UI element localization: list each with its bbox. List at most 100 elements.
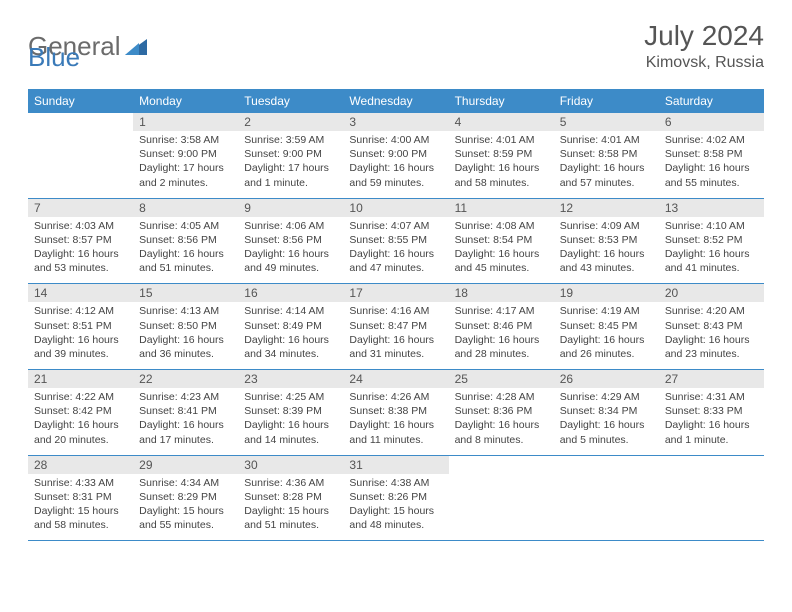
day-sun-info: Sunrise: 4:13 AMSunset: 8:50 PMDaylight:…: [133, 302, 238, 369]
day-number: 22: [133, 370, 238, 388]
calendar-day-cell: 9Sunrise: 4:06 AMSunset: 8:56 PMDaylight…: [238, 198, 343, 284]
calendar-week-row: 1Sunrise: 3:58 AMSunset: 9:00 PMDaylight…: [28, 113, 764, 198]
logo-text-2: Blue: [28, 42, 80, 72]
day-sun-info: Sunrise: 4:08 AMSunset: 8:54 PMDaylight:…: [449, 217, 554, 284]
day-number: 19: [554, 284, 659, 302]
day-sun-info: Sunrise: 4:16 AMSunset: 8:47 PMDaylight:…: [343, 302, 448, 369]
calendar-day-cell: 3Sunrise: 4:00 AMSunset: 9:00 PMDaylight…: [343, 113, 448, 198]
calendar-week-row: 21Sunrise: 4:22 AMSunset: 8:42 PMDayligh…: [28, 370, 764, 456]
day-sun-info: Sunrise: 4:31 AMSunset: 8:33 PMDaylight:…: [659, 388, 764, 455]
day-sun-info: Sunrise: 4:29 AMSunset: 8:34 PMDaylight:…: [554, 388, 659, 455]
day-sun-info: Sunrise: 4:05 AMSunset: 8:56 PMDaylight:…: [133, 217, 238, 284]
day-number: 1: [133, 113, 238, 131]
calendar-day-cell: 6Sunrise: 4:02 AMSunset: 8:58 PMDaylight…: [659, 113, 764, 198]
weekday-header: Saturday: [659, 89, 764, 113]
day-sun-info: Sunrise: 4:06 AMSunset: 8:56 PMDaylight:…: [238, 217, 343, 284]
day-sun-info: Sunrise: 4:09 AMSunset: 8:53 PMDaylight:…: [554, 217, 659, 284]
day-number: 14: [28, 284, 133, 302]
calendar-day-cell: [659, 455, 764, 541]
day-sun-info: Sunrise: 4:20 AMSunset: 8:43 PMDaylight:…: [659, 302, 764, 369]
day-number: 13: [659, 199, 764, 217]
calendar-day-cell: [28, 113, 133, 198]
day-sun-info: Sunrise: 4:19 AMSunset: 8:45 PMDaylight:…: [554, 302, 659, 369]
calendar-week-row: 14Sunrise: 4:12 AMSunset: 8:51 PMDayligh…: [28, 284, 764, 370]
day-number: 6: [659, 113, 764, 131]
day-number: 18: [449, 284, 554, 302]
calendar-day-cell: 13Sunrise: 4:10 AMSunset: 8:52 PMDayligh…: [659, 198, 764, 284]
day-number: 21: [28, 370, 133, 388]
weekday-header: Monday: [133, 89, 238, 113]
calendar-day-cell: [554, 455, 659, 541]
day-sun-info: Sunrise: 4:14 AMSunset: 8:49 PMDaylight:…: [238, 302, 343, 369]
day-number: 27: [659, 370, 764, 388]
day-number: 31: [343, 456, 448, 474]
calendar-day-cell: 14Sunrise: 4:12 AMSunset: 8:51 PMDayligh…: [28, 284, 133, 370]
day-number: 17: [343, 284, 448, 302]
calendar-day-cell: 10Sunrise: 4:07 AMSunset: 8:55 PMDayligh…: [343, 198, 448, 284]
day-number: 7: [28, 199, 133, 217]
calendar-body: 1Sunrise: 3:58 AMSunset: 9:00 PMDaylight…: [28, 113, 764, 541]
weekday-header-row: SundayMondayTuesdayWednesdayThursdayFrid…: [28, 89, 764, 113]
weekday-header: Thursday: [449, 89, 554, 113]
calendar-day-cell: 16Sunrise: 4:14 AMSunset: 8:49 PMDayligh…: [238, 284, 343, 370]
calendar-day-cell: 17Sunrise: 4:16 AMSunset: 8:47 PMDayligh…: [343, 284, 448, 370]
day-sun-info: Sunrise: 4:03 AMSunset: 8:57 PMDaylight:…: [28, 217, 133, 284]
calendar-day-cell: 18Sunrise: 4:17 AMSunset: 8:46 PMDayligh…: [449, 284, 554, 370]
day-sun-info: Sunrise: 4:25 AMSunset: 8:39 PMDaylight:…: [238, 388, 343, 455]
day-sun-info: Sunrise: 4:12 AMSunset: 8:51 PMDaylight:…: [28, 302, 133, 369]
day-number: 5: [554, 113, 659, 131]
day-sun-info: Sunrise: 4:10 AMSunset: 8:52 PMDaylight:…: [659, 217, 764, 284]
calendar-day-cell: 29Sunrise: 4:34 AMSunset: 8:29 PMDayligh…: [133, 455, 238, 541]
calendar-day-cell: 22Sunrise: 4:23 AMSunset: 8:41 PMDayligh…: [133, 370, 238, 456]
calendar-day-cell: [449, 455, 554, 541]
day-sun-info: Sunrise: 4:38 AMSunset: 8:26 PMDaylight:…: [343, 474, 448, 541]
day-number: 20: [659, 284, 764, 302]
day-number: 28: [28, 456, 133, 474]
calendar-day-cell: 23Sunrise: 4:25 AMSunset: 8:39 PMDayligh…: [238, 370, 343, 456]
calendar-day-cell: 25Sunrise: 4:28 AMSunset: 8:36 PMDayligh…: [449, 370, 554, 456]
calendar-day-cell: 30Sunrise: 4:36 AMSunset: 8:28 PMDayligh…: [238, 455, 343, 541]
calendar-day-cell: 31Sunrise: 4:38 AMSunset: 8:26 PMDayligh…: [343, 455, 448, 541]
day-sun-info: Sunrise: 4:26 AMSunset: 8:38 PMDaylight:…: [343, 388, 448, 455]
day-number: 15: [133, 284, 238, 302]
calendar-day-cell: 19Sunrise: 4:19 AMSunset: 8:45 PMDayligh…: [554, 284, 659, 370]
calendar-day-cell: 8Sunrise: 4:05 AMSunset: 8:56 PMDaylight…: [133, 198, 238, 284]
day-number: 3: [343, 113, 448, 131]
calendar-day-cell: 11Sunrise: 4:08 AMSunset: 8:54 PMDayligh…: [449, 198, 554, 284]
day-sun-info: Sunrise: 4:34 AMSunset: 8:29 PMDaylight:…: [133, 474, 238, 541]
day-number: 16: [238, 284, 343, 302]
calendar-table: SundayMondayTuesdayWednesdayThursdayFrid…: [28, 89, 764, 541]
calendar-day-cell: 2Sunrise: 3:59 AMSunset: 9:00 PMDaylight…: [238, 113, 343, 198]
weekday-header: Friday: [554, 89, 659, 113]
day-number: 8: [133, 199, 238, 217]
day-sun-info: Sunrise: 4:22 AMSunset: 8:42 PMDaylight:…: [28, 388, 133, 455]
day-number: 4: [449, 113, 554, 131]
day-sun-info: Sunrise: 4:02 AMSunset: 8:58 PMDaylight:…: [659, 131, 764, 198]
weekday-header: Tuesday: [238, 89, 343, 113]
calendar-day-cell: 20Sunrise: 4:20 AMSunset: 8:43 PMDayligh…: [659, 284, 764, 370]
day-number: 30: [238, 456, 343, 474]
day-number: 26: [554, 370, 659, 388]
weekday-header: Wednesday: [343, 89, 448, 113]
day-number: 2: [238, 113, 343, 131]
day-number: 12: [554, 199, 659, 217]
calendar-day-cell: 4Sunrise: 4:01 AMSunset: 8:59 PMDaylight…: [449, 113, 554, 198]
day-sun-info: Sunrise: 4:00 AMSunset: 9:00 PMDaylight:…: [343, 131, 448, 198]
day-sun-info: Sunrise: 4:01 AMSunset: 8:58 PMDaylight:…: [554, 131, 659, 198]
day-sun-info: Sunrise: 4:36 AMSunset: 8:28 PMDaylight:…: [238, 474, 343, 541]
day-sun-info: Sunrise: 4:01 AMSunset: 8:59 PMDaylight:…: [449, 131, 554, 198]
calendar-day-cell: 7Sunrise: 4:03 AMSunset: 8:57 PMDaylight…: [28, 198, 133, 284]
day-number: 9: [238, 199, 343, 217]
day-number: 24: [343, 370, 448, 388]
calendar-day-cell: 24Sunrise: 4:26 AMSunset: 8:38 PMDayligh…: [343, 370, 448, 456]
calendar-day-cell: 28Sunrise: 4:33 AMSunset: 8:31 PMDayligh…: [28, 455, 133, 541]
day-sun-info: Sunrise: 4:23 AMSunset: 8:41 PMDaylight:…: [133, 388, 238, 455]
day-number: 23: [238, 370, 343, 388]
weekday-header: Sunday: [28, 89, 133, 113]
day-sun-info: Sunrise: 4:28 AMSunset: 8:36 PMDaylight:…: [449, 388, 554, 455]
calendar-day-cell: 27Sunrise: 4:31 AMSunset: 8:33 PMDayligh…: [659, 370, 764, 456]
day-sun-info: Sunrise: 4:33 AMSunset: 8:31 PMDaylight:…: [28, 474, 133, 541]
calendar-day-cell: 5Sunrise: 4:01 AMSunset: 8:58 PMDaylight…: [554, 113, 659, 198]
calendar-day-cell: 21Sunrise: 4:22 AMSunset: 8:42 PMDayligh…: [28, 370, 133, 456]
calendar-week-row: 28Sunrise: 4:33 AMSunset: 8:31 PMDayligh…: [28, 455, 764, 541]
